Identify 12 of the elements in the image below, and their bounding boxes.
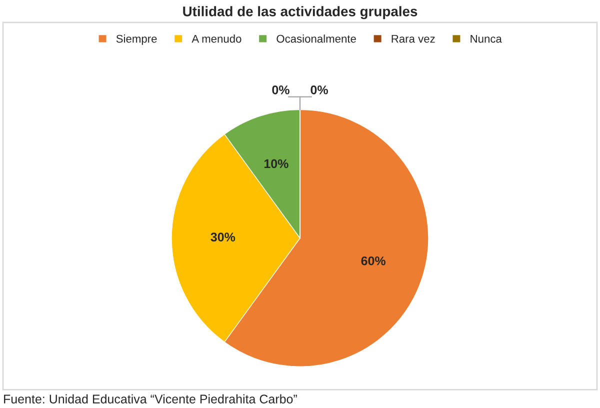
data-label: 60% [361,256,386,266]
legend-label: A menudo [192,34,242,43]
text: 0% [272,85,290,94]
data-label: 30% [210,232,236,242]
text: 0% [310,85,328,94]
legend-label: Ocasionalmente [276,34,356,43]
legend-label: Nunca [470,34,502,43]
chart-title: Utilidad de las actividades grupales [183,6,418,20]
data-label: 10% [264,159,288,168]
source-note: Fuente: Unidad Educativa “Vicente Piedrahita Carbo” [4,394,297,404]
legend-label: Rara vez [392,34,435,43]
legend-label: Siempre [116,34,157,45]
